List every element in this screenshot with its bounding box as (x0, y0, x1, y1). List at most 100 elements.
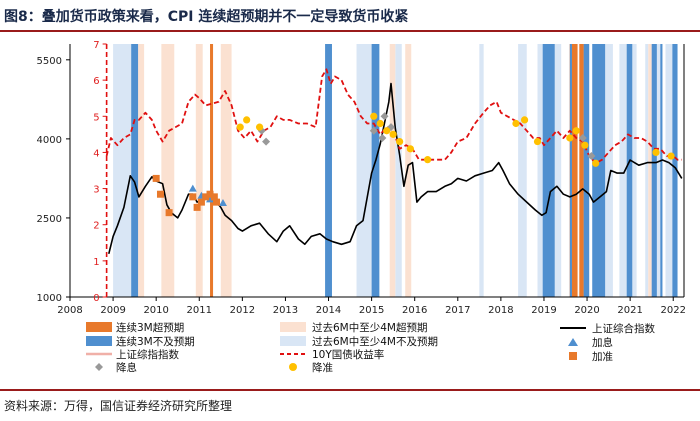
right-axis-ticks: 0 1 2 3 4 5 6 7 (93, 40, 108, 304)
band-under-6m-12 (665, 44, 673, 297)
plot-frame (69, 44, 685, 298)
legend-label-cut-rate: 降息 (116, 361, 137, 374)
cut-rrr-marker (406, 145, 414, 153)
x-tick-label: 2014 (316, 305, 341, 316)
bottom-rule (0, 389, 700, 391)
cut-rrr-marker (572, 127, 580, 135)
band-over-6m-2 (195, 44, 203, 297)
cut-rate-marker (262, 137, 271, 146)
legend-label-hike-rate: 加息 (592, 336, 613, 349)
x-tick-label: 2008 (57, 305, 82, 316)
policy-bands (113, 44, 678, 297)
legend-swatch-over-6m (280, 322, 306, 332)
source-note: 资料来源：万得，国信证券经济研究所整理 (4, 399, 233, 413)
cut-rrr-marker (592, 159, 600, 167)
legend-label-over-6m: 过去6M中至少4M超预期 (312, 321, 427, 334)
legend-swatch-cut-rrr (289, 363, 297, 371)
right-tick-label: 5 (93, 112, 99, 123)
band-under-3m-10 (672, 44, 678, 297)
band-under-6m-4 (518, 44, 527, 297)
legend: 连续3M超预期 连续3M不及预期 上证综指指数 降息 过去6M中至少4M超预期 … (86, 321, 655, 374)
band-under-6m-6 (554, 44, 562, 297)
cut-rrr-marker (424, 156, 432, 164)
hike-rate-marker (206, 195, 215, 203)
x-tick-label: 2021 (617, 305, 642, 316)
band-under-3m-8 (651, 44, 657, 297)
legend-swatch-under-3m (86, 336, 112, 346)
right-tick-label: 4 (93, 148, 99, 159)
left-tick-label: 2500 (37, 214, 62, 225)
legend-label-over-3m: 连续3M超预期 (116, 321, 184, 334)
legend-swatch-hike-rrr (569, 352, 577, 360)
band-under-6m-8 (619, 44, 627, 297)
x-tick-label: 2015 (359, 305, 384, 316)
top-rule (0, 30, 700, 32)
left-tick-label: 1000 (37, 293, 62, 304)
cut-rrr-marker (383, 127, 391, 135)
band-under-3m-4 (569, 44, 572, 297)
band-under-6m-2 (395, 44, 402, 297)
cut-rrr-marker (255, 123, 264, 131)
cut-rrr-marker (243, 116, 251, 124)
band-under-6m-7 (605, 44, 613, 297)
band-over-6m-0 (138, 44, 145, 297)
right-tick-label: 6 (93, 76, 99, 87)
x-tick-label: 2010 (143, 305, 168, 316)
legend-label-index: 上证综指指数 (116, 348, 179, 361)
legend-swatch-cut-rate (95, 363, 103, 371)
band-over-6m-8 (648, 44, 652, 297)
legend-swatch-hike-rate (568, 338, 578, 346)
cut-rate-marker (587, 152, 596, 161)
cut-rrr-marker (566, 134, 574, 142)
policy-markers (152, 112, 675, 217)
legend-label-cut-rrr: 降准 (312, 361, 333, 374)
x-axis-ticks: 2008 2009 2010 2011 2012 2013 2014 2015 2016 2017… (57, 297, 686, 316)
band-under-6m-9 (632, 44, 637, 297)
cut-rate-marker (380, 112, 389, 121)
hike-rrr-marker (165, 209, 173, 217)
x-tick-label: 2013 (273, 305, 298, 316)
band-under-3m-6 (592, 44, 606, 297)
right-tick-label: 1 (93, 257, 99, 268)
band-over-6m-5 (405, 44, 412, 297)
right-tick-label: 7 (93, 40, 99, 51)
page-title: 图8：叠加货币政策来看，CPI 连续超预期并不一定导致货币收紧 (4, 9, 409, 25)
band-under-6m-10 (645, 44, 649, 297)
x-tick-label: 2009 (100, 305, 125, 316)
hike-rrr-marker (202, 193, 210, 201)
left-tick-label: 5500 (37, 56, 62, 67)
band-under-6m-5 (537, 44, 543, 297)
band-over-3m-1 (571, 44, 578, 297)
band-over-3m-0 (210, 44, 214, 297)
cut-rrr-marker (520, 116, 529, 124)
cut-rrr-marker (370, 112, 378, 120)
left-tick-label: 4000 (37, 135, 62, 146)
x-tick-label: 2011 (187, 305, 212, 316)
right-tick-label: 3 (93, 185, 99, 196)
hike-rrr-marker (210, 193, 218, 201)
cut-rrr-marker (667, 152, 675, 160)
band-over-3m-2 (579, 44, 584, 297)
band-under-3m-9 (660, 44, 663, 297)
hike-rate-marker (218, 199, 227, 207)
x-tick-label: 2018 (488, 305, 513, 316)
legend-label-hike-rrr: 加准 (592, 351, 613, 363)
cut-rate-marker (369, 126, 378, 135)
hike-rrr-marker (197, 198, 205, 206)
band-under-3m-0 (131, 44, 139, 297)
x-tick-label: 2016 (402, 305, 427, 316)
legend-label-under-3m: 连续3M不及预期 (116, 335, 195, 348)
hike-rrr-marker (156, 190, 164, 198)
right-tick-label: 2 (93, 221, 99, 232)
x-tick-label: 2022 (661, 305, 686, 316)
cut-rrr-marker (389, 130, 397, 138)
cut-rrr-marker (236, 123, 244, 131)
cut-rrr-marker (396, 137, 404, 146)
band-under-3m-3 (542, 44, 555, 297)
legend-label-yield: 10Y国债收益率 (312, 348, 384, 361)
band-under-6m-0 (113, 44, 132, 297)
cut-rate-marker (578, 133, 587, 142)
hike-rrr-marker (206, 190, 214, 198)
cut-rate-marker (378, 133, 387, 142)
